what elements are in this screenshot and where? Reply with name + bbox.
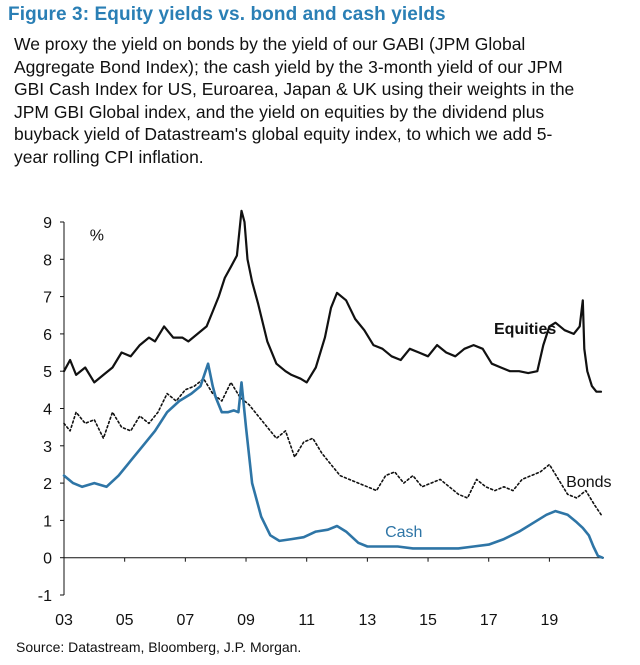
figure-title: Figure 3: Equity yields vs. bond and cas… [8,4,446,25]
series-label-bonds: Bonds [566,474,611,491]
y-tick-label: -1 [38,588,52,605]
y-tick-label: 1 [43,513,52,530]
y-tick-label: 4 [43,402,52,419]
line-chart: -1 0 1 2 3 4 5 6 7 8 9 03 05 07 09 11 13 15 17 19 Equities Bo… [38,209,612,629]
description-line: GBI Cash Index for US, Euroarea, Japan &… [14,79,575,99]
series-line-cash [62,362,604,559]
y-tick-label: 6 [43,327,52,344]
y-tick-label: 7 [43,290,52,307]
description-line: year rolling CPI inflation. [14,146,204,167]
description-line: buyback yield of Datastream's global equ… [14,124,553,144]
figure-description: We proxy the yield on bonds by the yield… [14,33,634,168]
series-label-equities: Equities [494,321,556,338]
x-tick-label: 15 [419,612,437,629]
y-tick-label: 0 [43,551,52,568]
y-tick-label: 5 [43,364,52,381]
series-line-bonds [63,377,604,518]
x-tick-label: 09 [237,612,255,629]
x-tick-label: 03 [55,612,73,629]
y-tick-label: 2 [43,476,52,493]
y-tick-label: 9 [43,215,52,232]
x-tick-label: 19 [540,612,558,629]
description-line: JPM GBI Global index, and the yield on e… [14,101,545,122]
x-tick-label: 11 [298,612,315,629]
series-label-cash: Cash [385,524,422,541]
x-tick-label: 05 [116,612,134,629]
y-axis-unit-label: % [90,228,104,245]
x-tick-label: 17 [480,612,498,629]
x-tick-label: 07 [176,612,194,629]
y-tick-label: 8 [43,252,52,269]
y-tick-label: 3 [43,439,52,456]
plot-area: -1 0 1 2 3 4 5 6 7 8 9 03 05 07 09 11 13 15 17 19 Equities Bo… [38,209,612,629]
description-line: We proxy the yield on bonds by the yield… [14,34,526,54]
description-line: Aggregate Bond Index); the cash yield by… [14,56,563,77]
series-line-equities [62,209,603,393]
x-tick-label: 13 [358,612,376,629]
source-note: Source: Datastream, Bloomberg, J.P. Morg… [16,639,302,655]
